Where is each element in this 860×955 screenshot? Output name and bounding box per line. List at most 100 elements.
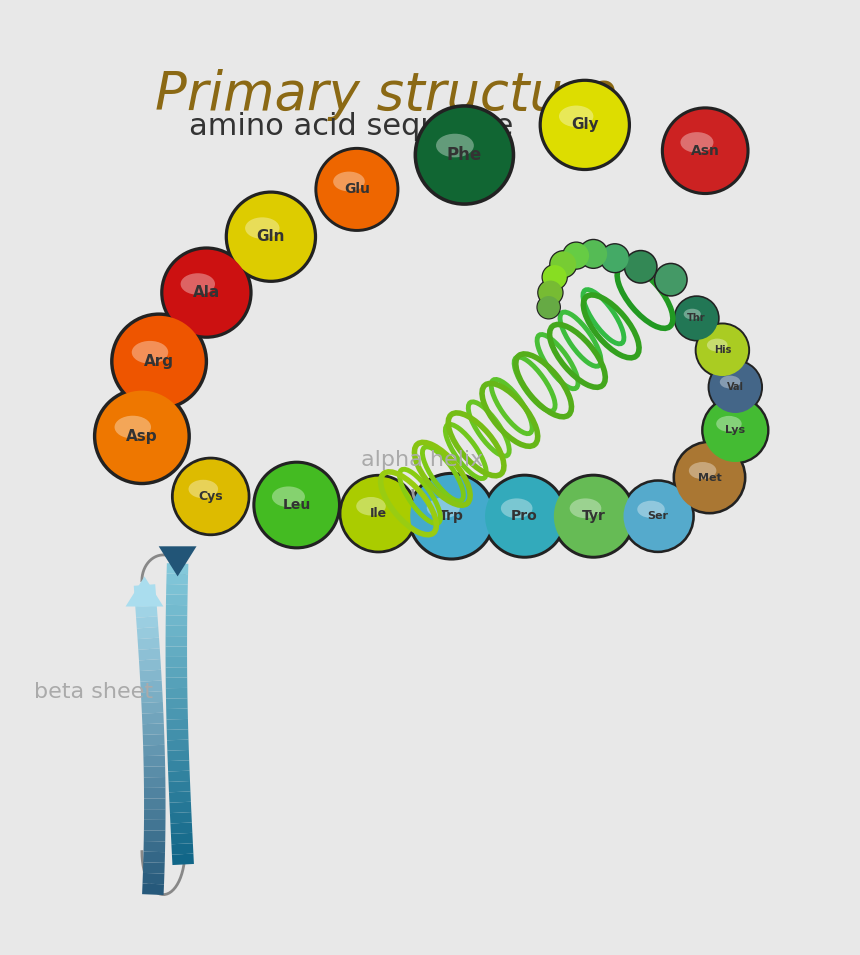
Polygon shape: [138, 648, 161, 661]
Polygon shape: [167, 739, 189, 751]
Polygon shape: [142, 712, 163, 724]
Ellipse shape: [132, 341, 169, 364]
Ellipse shape: [559, 106, 593, 127]
Ellipse shape: [562, 242, 591, 270]
Polygon shape: [166, 709, 188, 719]
Ellipse shape: [272, 486, 305, 507]
Ellipse shape: [621, 479, 695, 553]
Polygon shape: [143, 734, 164, 746]
Ellipse shape: [550, 251, 576, 277]
Polygon shape: [143, 873, 164, 884]
Polygon shape: [168, 760, 189, 772]
Polygon shape: [172, 854, 194, 865]
Ellipse shape: [501, 499, 532, 519]
Text: Ile: Ile: [370, 507, 387, 520]
Ellipse shape: [543, 265, 567, 289]
Ellipse shape: [689, 462, 716, 479]
Ellipse shape: [542, 264, 568, 290]
Polygon shape: [166, 615, 187, 626]
Text: Cys: Cys: [199, 490, 223, 503]
Ellipse shape: [181, 273, 215, 295]
Ellipse shape: [160, 246, 253, 339]
Ellipse shape: [716, 415, 741, 432]
Text: Trp: Trp: [439, 509, 464, 523]
Ellipse shape: [93, 387, 191, 485]
Text: Gly: Gly: [571, 117, 599, 133]
Ellipse shape: [673, 440, 746, 515]
Text: Asp: Asp: [126, 429, 157, 444]
Polygon shape: [166, 668, 187, 678]
Text: Ala: Ala: [193, 286, 220, 300]
Polygon shape: [139, 659, 161, 671]
Ellipse shape: [538, 78, 631, 171]
Ellipse shape: [537, 295, 561, 320]
Polygon shape: [140, 681, 163, 692]
Polygon shape: [141, 702, 163, 713]
Ellipse shape: [654, 263, 688, 297]
Ellipse shape: [228, 194, 314, 280]
Ellipse shape: [664, 110, 746, 192]
Ellipse shape: [625, 251, 656, 283]
Text: Glu: Glu: [344, 182, 370, 197]
Polygon shape: [144, 819, 165, 831]
Polygon shape: [169, 802, 192, 813]
Polygon shape: [144, 788, 165, 798]
Ellipse shape: [703, 398, 767, 462]
Polygon shape: [144, 766, 165, 777]
Polygon shape: [143, 862, 165, 874]
Text: Primary structure: Primary structure: [155, 69, 617, 121]
Polygon shape: [138, 638, 160, 649]
Ellipse shape: [680, 132, 714, 153]
Ellipse shape: [684, 308, 701, 320]
Polygon shape: [168, 750, 189, 761]
Polygon shape: [144, 831, 165, 841]
Text: amino acid sequence: amino acid sequence: [189, 112, 513, 141]
Ellipse shape: [624, 482, 692, 551]
Polygon shape: [134, 595, 157, 607]
Polygon shape: [170, 822, 193, 834]
Ellipse shape: [655, 265, 686, 295]
Polygon shape: [134, 584, 156, 597]
Text: His: His: [714, 345, 731, 355]
Ellipse shape: [580, 240, 607, 267]
Ellipse shape: [163, 249, 249, 335]
Polygon shape: [166, 688, 187, 699]
Polygon shape: [144, 777, 165, 788]
Ellipse shape: [538, 296, 560, 318]
Text: Asn: Asn: [691, 143, 720, 158]
Ellipse shape: [707, 339, 728, 351]
Polygon shape: [137, 626, 159, 639]
Text: Arg: Arg: [144, 354, 174, 369]
Ellipse shape: [710, 361, 761, 413]
Polygon shape: [143, 723, 164, 734]
Ellipse shape: [551, 474, 636, 559]
Polygon shape: [166, 584, 187, 595]
Polygon shape: [169, 792, 191, 803]
Ellipse shape: [563, 243, 589, 268]
Polygon shape: [166, 636, 187, 647]
Ellipse shape: [436, 134, 474, 158]
Polygon shape: [126, 577, 163, 606]
Polygon shape: [166, 657, 187, 668]
Ellipse shape: [188, 479, 218, 499]
Text: Tyr: Tyr: [581, 509, 605, 523]
Polygon shape: [135, 605, 157, 618]
Ellipse shape: [333, 172, 365, 191]
Ellipse shape: [578, 239, 609, 269]
Ellipse shape: [252, 460, 341, 549]
Polygon shape: [136, 616, 158, 628]
Ellipse shape: [407, 472, 496, 561]
Ellipse shape: [114, 316, 205, 407]
Text: Lys: Lys: [725, 425, 746, 435]
Ellipse shape: [601, 244, 629, 272]
Ellipse shape: [339, 474, 418, 553]
Text: Ser: Ser: [648, 511, 668, 521]
Text: Met: Met: [697, 473, 722, 482]
Polygon shape: [166, 605, 187, 616]
Ellipse shape: [675, 297, 718, 340]
Text: Phe: Phe: [447, 146, 482, 164]
Ellipse shape: [174, 459, 248, 534]
Ellipse shape: [171, 456, 250, 536]
Polygon shape: [166, 677, 187, 689]
Polygon shape: [166, 626, 187, 636]
